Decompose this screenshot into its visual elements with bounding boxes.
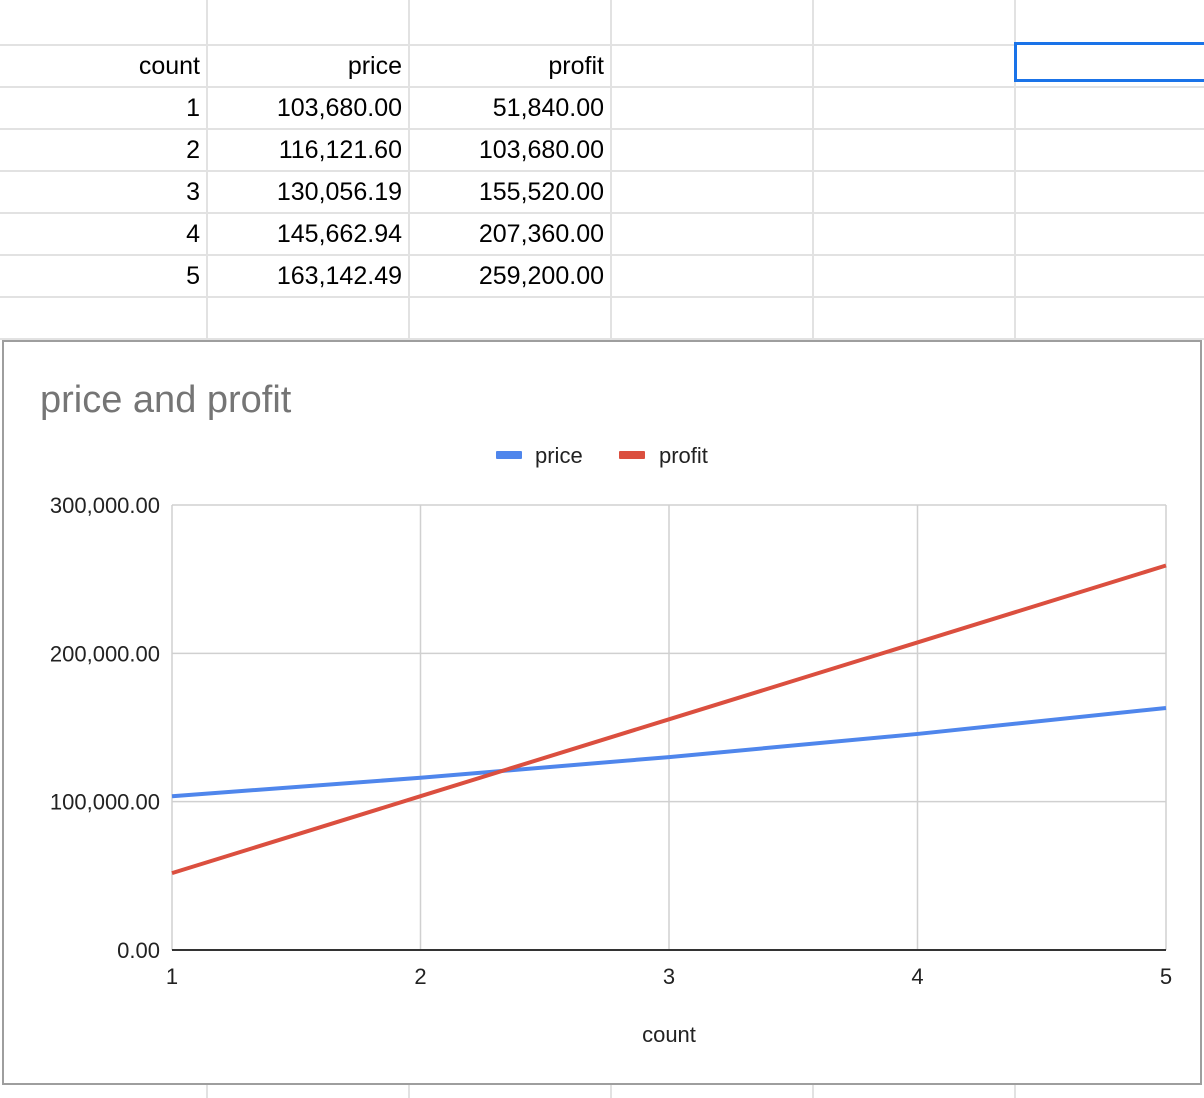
table-cell[interactable]: 207,360.00 (478, 220, 604, 248)
header-cell-count[interactable]: count (138, 52, 200, 80)
selected-cell[interactable] (1014, 42, 1204, 82)
table-cell[interactable]: 259,200.00 (478, 262, 604, 290)
legend-swatch-price (496, 451, 522, 459)
table-cell[interactable]: 155,520.00 (478, 178, 604, 206)
table-cell[interactable]: 103,680.00 (276, 94, 402, 122)
table-cell[interactable]: 4 (186, 220, 200, 248)
row-divider (0, 128, 1204, 130)
table-cell[interactable]: 5 (186, 262, 200, 290)
header-cell-price[interactable]: price (347, 52, 402, 80)
row-divider (0, 212, 1204, 214)
row-divider (0, 170, 1204, 172)
line-chart: price and profit price profit 0.00 100,000.0… (40, 379, 1172, 1047)
y-tick-label: 0.00 (117, 938, 160, 963)
y-tick-label: 100,000.00 (50, 790, 160, 815)
table-cell[interactable]: 1 (186, 94, 200, 122)
y-tick-label: 300,000.00 (50, 493, 160, 518)
table-cell[interactable]: 3 (186, 178, 200, 206)
row-divider (0, 86, 1204, 88)
y-tick-label: 200,000.00 (50, 641, 160, 666)
x-tick-label: 5 (1160, 964, 1172, 989)
table-cell[interactable]: 130,056.19 (276, 178, 402, 206)
x-tick-label: 1 (166, 964, 178, 989)
table-cell[interactable]: 163,142.49 (276, 262, 402, 290)
chart-container[interactable]: price and profit price profit 0.00 100,000.0… (2, 340, 1202, 1085)
x-tick-label: 4 (911, 964, 923, 989)
x-tick-label: 3 (663, 964, 675, 989)
legend-label-profit: profit (659, 443, 708, 468)
series-line-profit (171, 563, 1167, 876)
table-cell[interactable]: 51,840.00 (492, 94, 604, 122)
header-cell-profit[interactable]: profit (548, 52, 604, 80)
row-divider (0, 296, 1204, 298)
row-divider (0, 44, 1204, 46)
legend-swatch-profit (619, 451, 645, 459)
chart-title: price and profit (40, 379, 292, 421)
row-divider (0, 338, 1204, 340)
x-axis-title: count (642, 1022, 696, 1047)
table-cell[interactable]: 103,680.00 (478, 136, 604, 164)
row-divider (0, 254, 1204, 256)
x-tick-label: 2 (414, 964, 426, 989)
legend-label-price: price (535, 443, 583, 468)
table-cell[interactable]: 145,662.94 (276, 220, 402, 248)
table-cell[interactable]: 2 (186, 136, 200, 164)
table-cell[interactable]: 116,121.60 (278, 136, 402, 164)
series-line-price (171, 706, 1167, 799)
